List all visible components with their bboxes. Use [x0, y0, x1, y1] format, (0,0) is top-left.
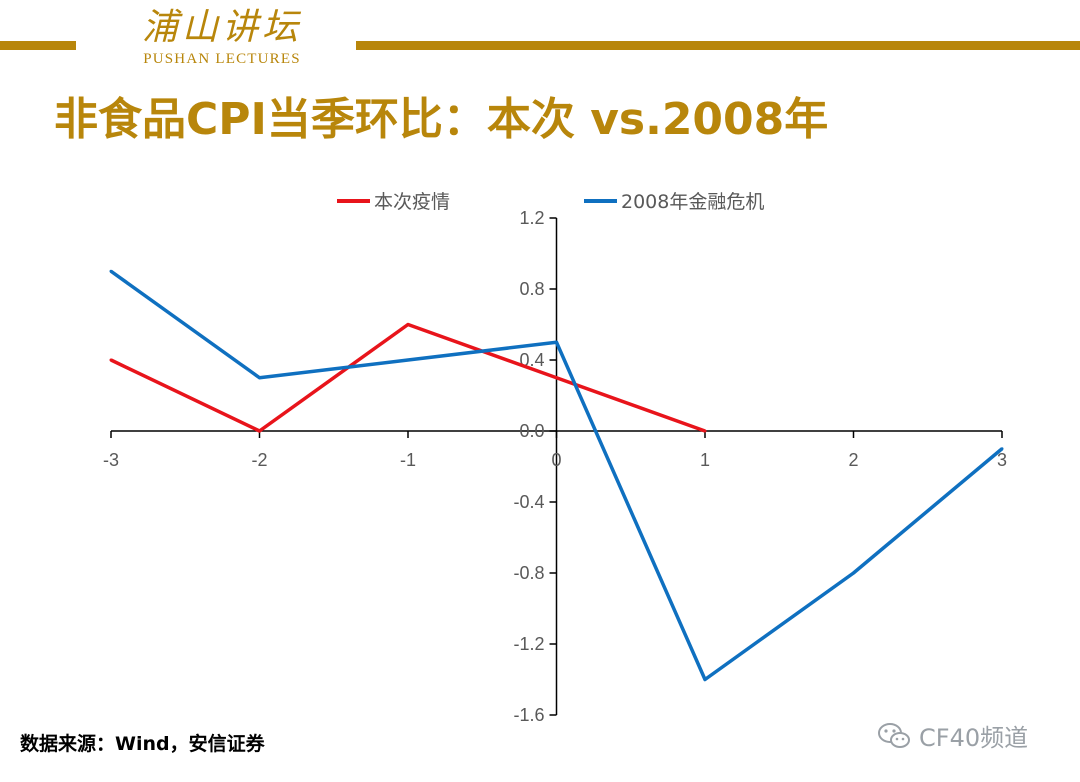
x-tick-label: -3	[103, 450, 119, 470]
y-tick-label: -1.2	[513, 634, 544, 654]
y-tick-label: -0.4	[513, 492, 544, 512]
data-point-current	[109, 358, 113, 362]
source-note: 数据来源：Wind，安信证券	[20, 733, 265, 755]
data-point-2008	[1000, 447, 1004, 451]
data-point-2008	[406, 358, 410, 362]
data-point-2008	[703, 678, 707, 681]
x-tick-label: 3	[997, 450, 1007, 470]
logo-english: PUSHAN LECTURES	[143, 51, 301, 67]
y-tick-label: 1.2	[519, 208, 544, 228]
y-tick-label: 0.8	[519, 279, 544, 299]
x-tick-label: 0	[551, 450, 561, 470]
logo-chinese: 浦山讲坛	[141, 7, 302, 48]
data-point-2008	[555, 340, 558, 344]
legend-label-current: 本次疫情	[374, 191, 450, 213]
data-point-current	[703, 429, 707, 433]
data-point-2008	[109, 269, 113, 273]
watermark: CF40频道	[877, 718, 1028, 753]
data-point-2008	[258, 376, 261, 380]
series-line-current	[110, 322, 706, 433]
x-tick-label: -2	[251, 450, 267, 470]
x-tick-label: 2	[848, 450, 858, 470]
y-tick-label: -1.6	[513, 705, 544, 725]
logo: 浦山讲坛 PUSHAN LECTURES	[122, 6, 322, 76]
legend-label-2008: 2008年金融危机	[621, 191, 764, 213]
header-rule-left	[0, 41, 76, 50]
y-tick-label: -0.8	[513, 563, 544, 583]
y-tick-label: 0.0	[519, 421, 544, 441]
x-tick-label: -1	[400, 450, 416, 470]
watermark-text: CF40频道	[919, 724, 1029, 752]
data-point-2008	[852, 571, 855, 575]
page-title: 非食品CPI当季环比：本次 vs.2008年	[54, 94, 829, 145]
data-point-current	[258, 429, 261, 433]
header-rule-right	[356, 41, 1080, 50]
wechat-icon	[878, 722, 910, 748]
data-point-current	[406, 323, 410, 326]
data-point-current	[555, 376, 558, 380]
x-tick-label: 1	[700, 450, 710, 470]
